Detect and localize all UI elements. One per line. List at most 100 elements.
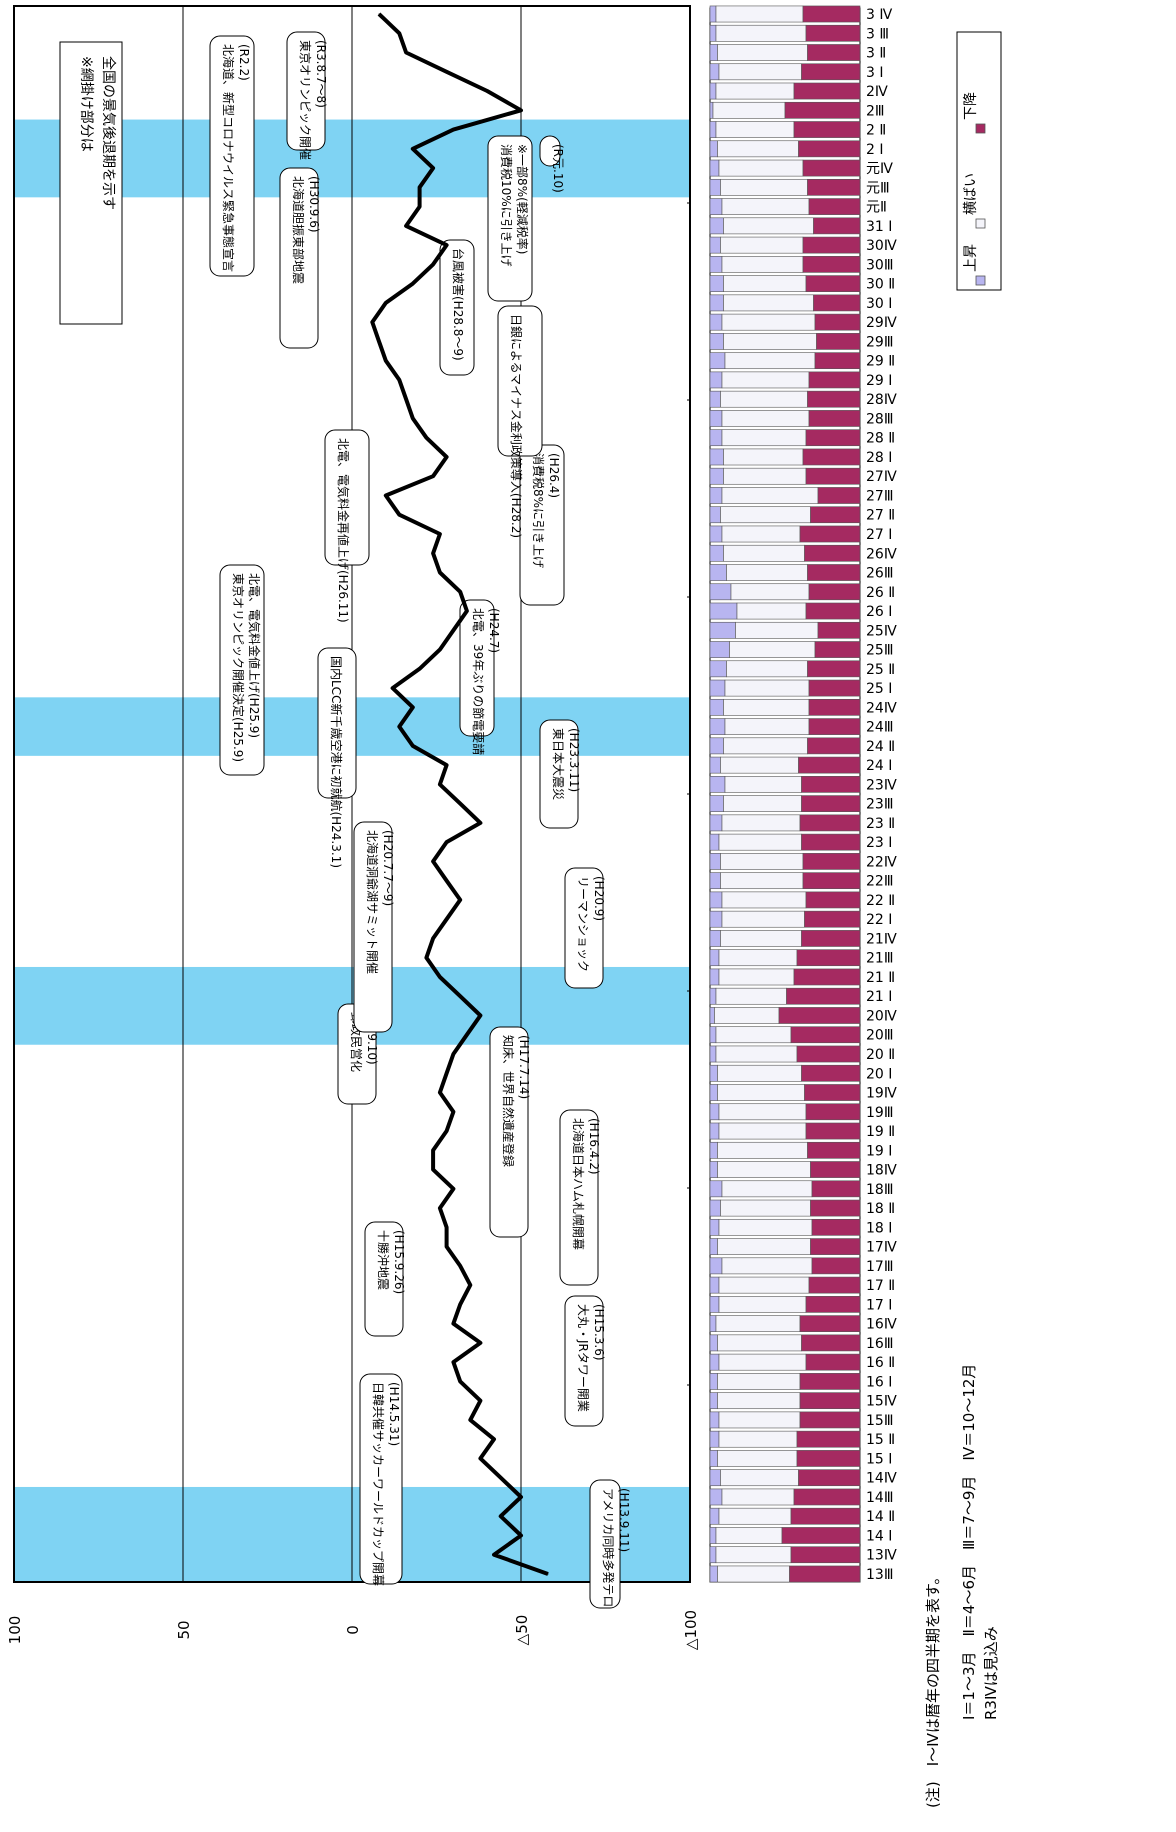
series-point: [459, 591, 461, 593]
series-point: [466, 1034, 468, 1036]
category-label: 27 Ⅰ: [866, 527, 892, 543]
series-point: [446, 244, 448, 246]
bar-segment-上昇: [709, 448, 724, 466]
category-label: 21Ⅳ: [866, 931, 897, 947]
bar-segment-横ばい: [723, 333, 817, 350]
bar-segment-下降: [778, 1007, 861, 1024]
bar-segment-横ばい: [721, 1488, 795, 1506]
bar-segment-横ばい: [720, 756, 799, 774]
series-point: [446, 71, 448, 73]
series-point: [432, 552, 434, 554]
series-point: [452, 1053, 454, 1055]
bar-segment-下降: [814, 313, 861, 331]
bar-segment-横ばい: [714, 1007, 780, 1024]
series-point: [479, 1342, 481, 1344]
bar-segment-下降: [799, 1315, 861, 1332]
bar-segment-上昇: [709, 1064, 718, 1082]
bar-segment-横ばい: [718, 1122, 807, 1140]
bar-segment-横ばい: [724, 352, 816, 370]
bar-segment-下降: [799, 525, 861, 543]
category-label: 18Ⅳ: [866, 1163, 897, 1179]
series-point: [459, 1303, 461, 1305]
bar-segment-上昇: [709, 1353, 720, 1371]
bar-segment-下降: [802, 236, 861, 254]
bar-segment-下降: [798, 1469, 861, 1487]
annotation-callout: 北海道、新型コロナウイルス緊急事態宣言 (R2.2): [209, 35, 255, 277]
series-point: [439, 1207, 441, 1209]
bar-segment-下降: [805, 891, 861, 909]
bar-segment-下降: [807, 1141, 861, 1159]
bar-segment-上昇: [709, 718, 726, 735]
category-label: 18 Ⅱ: [866, 1201, 895, 1217]
series-point: [439, 1092, 441, 1094]
series-point: [452, 1188, 454, 1190]
category-label: 13Ⅳ: [866, 1548, 897, 1564]
bar-segment-横ばい: [718, 1276, 810, 1294]
bar-segment-横ばい: [717, 1064, 802, 1082]
bar-segment-上昇: [709, 101, 714, 119]
bar-segment-横ばい: [724, 679, 810, 697]
bar-segment-下降: [810, 1238, 861, 1255]
series-point: [500, 1477, 502, 1479]
annotation-callout: 消費税10%に引き上げ ※一部8%(軽減税率): [487, 135, 533, 302]
bar-segment-上昇: [709, 1373, 718, 1390]
annotation-text: 北電、39年ぶりの節電要請: [471, 608, 486, 755]
bar-segment-横ばい: [715, 82, 795, 100]
bar-segment-上昇: [709, 24, 717, 42]
category-label: 16 Ⅰ: [866, 1374, 892, 1390]
bar-segment-上昇: [709, 371, 723, 389]
bar-segment-下降: [807, 178, 861, 196]
category-label: 19 Ⅰ: [866, 1143, 892, 1159]
bar-segment-上昇: [709, 1565, 718, 1583]
series-point: [479, 1400, 481, 1402]
bar-segment-横ばい: [717, 44, 808, 61]
series-point: [432, 263, 434, 265]
series-point: [446, 1072, 448, 1074]
bar-segment-下降: [813, 217, 861, 235]
callout-box: [279, 167, 319, 349]
series-point: [439, 649, 441, 651]
series-point: [425, 957, 427, 959]
annotation-text: 北海道洞爺湖サミット開催: [365, 830, 380, 974]
bar-segment-横ばい: [723, 448, 804, 466]
bar-segment-横ばい: [717, 1161, 811, 1178]
category-label: 30Ⅲ: [866, 257, 893, 273]
series-point: [446, 918, 448, 920]
bar-segment-横ばい: [723, 795, 802, 812]
category-label: 28Ⅳ: [866, 392, 897, 408]
series-point: [378, 13, 380, 15]
bar-segment-横ばい: [730, 583, 810, 601]
annotation-text: 北海道、新型コロナウイルス緊急事態宣言: [221, 44, 236, 272]
series-point: [405, 52, 407, 54]
annotation-date: (R3.8.7～8): [314, 40, 328, 108]
callout-box: [497, 305, 543, 457]
bar-segment-下降: [805, 1353, 861, 1371]
bar-segment-上昇: [709, 1546, 717, 1564]
category-label: 21 Ⅰ: [866, 989, 892, 1005]
bar-segment-下降: [793, 121, 861, 138]
annotation-date: (H20.9): [592, 876, 606, 921]
category-label: 17 Ⅰ: [866, 1297, 892, 1313]
bar-segment-上昇: [709, 313, 723, 331]
callout-box: [364, 1221, 404, 1337]
series-point: [493, 1438, 495, 1440]
bar-segment-下降: [817, 487, 861, 504]
category-label: 29Ⅳ: [866, 315, 897, 331]
bar-segment-上昇: [709, 1392, 718, 1410]
bar-segment-上昇: [709, 853, 721, 870]
series-point: [469, 1284, 471, 1286]
category-label: 24Ⅳ: [866, 700, 897, 716]
footnote-line: (注) Ⅰ～Ⅳは暦年の四半期を表す。: [924, 1570, 942, 1808]
bar-segment-横ばい: [718, 1411, 801, 1429]
bar-segment-下降: [807, 660, 861, 678]
plot-frame: [13, 5, 691, 1583]
bar-segment-下降: [801, 930, 861, 947]
annotation-callout: 国内LCC新千歳空港に初就航(H24.3.1): [317, 647, 357, 868]
bar-segment-下降: [802, 256, 861, 273]
annotation-text: 日銀によるマイナス金利政策導入(H28.2): [509, 314, 524, 538]
series-point: [452, 1361, 454, 1363]
annotation-callout: 十勝沖地震 (H15.9.26): [364, 1221, 406, 1337]
series-point: [432, 475, 434, 477]
note-box: ※網掛け部分は 全国の景気後退期を示す: [59, 41, 123, 325]
annotation-date: (H15.3.6): [592, 1304, 606, 1361]
